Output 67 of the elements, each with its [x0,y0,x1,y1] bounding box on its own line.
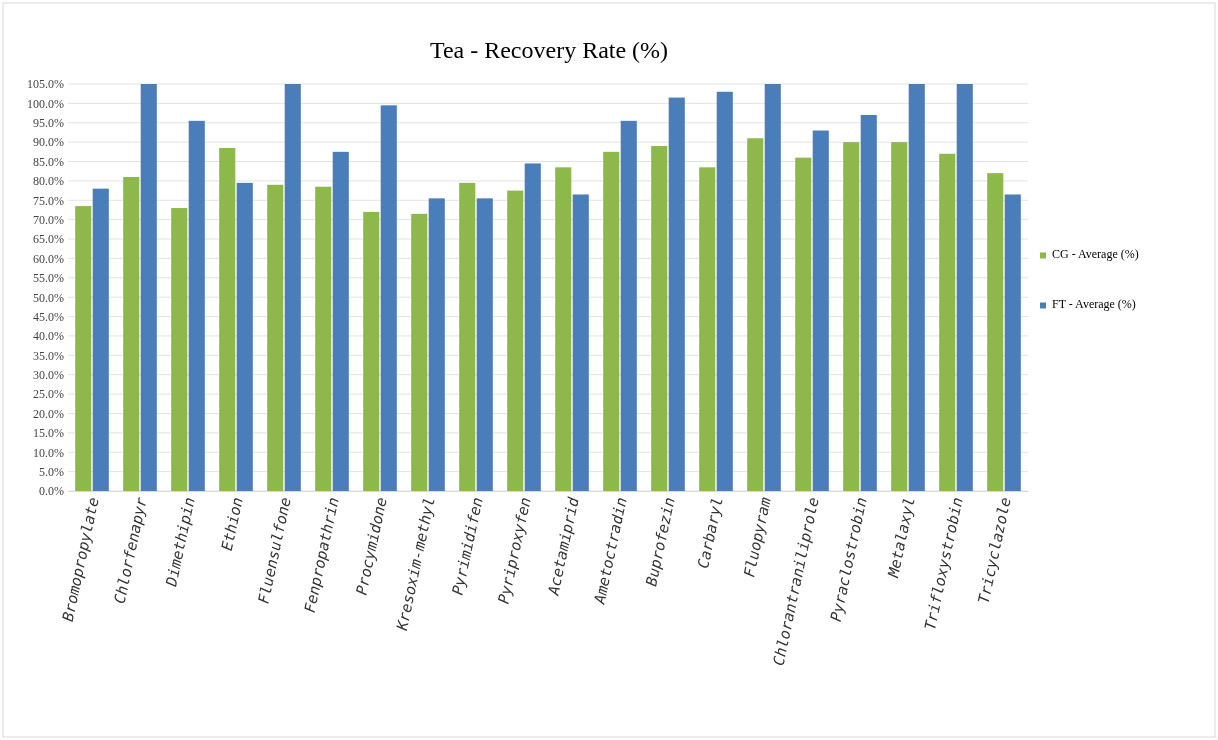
bar [939,153,956,491]
y-tick-label: 105.0% [27,77,64,92]
bar [555,167,572,491]
y-tick-label: 50.0% [33,290,64,305]
bar [411,213,428,491]
bar [363,211,380,491]
bar [603,151,620,491]
bar [716,91,733,491]
bar [843,142,860,491]
bar [284,84,301,491]
bar [140,84,157,491]
bar [524,163,541,491]
y-tick-label: 10.0% [33,445,64,460]
y-tick-label: 65.0% [33,232,64,247]
bar [668,97,685,491]
y-tick-label: 60.0% [33,251,64,266]
y-tick-label: 20.0% [33,406,64,421]
legend-label: CG - Average (%) [1052,246,1139,261]
bar [572,194,589,491]
bar [123,177,140,491]
bar [332,151,349,491]
bar [747,138,764,491]
chart-title: Tea - Recovery Rate (%) [429,37,669,63]
bar [764,84,781,491]
y-tick-label: 80.0% [33,174,64,189]
bar [812,130,829,491]
bar [476,198,493,491]
y-tick-label: 30.0% [33,368,64,383]
y-tick-label: 45.0% [33,309,64,324]
bar [219,147,236,491]
bar [315,186,332,491]
bar [860,115,877,491]
x-tick-label: Ethion [217,495,247,553]
bar [699,167,716,491]
y-tick-label: 35.0% [33,348,64,363]
x-tick-label: Carbaryl [694,495,727,571]
bar [956,84,973,491]
bar [908,84,925,491]
y-tick-label: 95.0% [33,116,64,131]
y-tick-label: 85.0% [33,154,64,169]
bar [236,182,253,491]
bar [1004,194,1021,491]
y-tick-label: 100.0% [27,96,64,111]
bar [171,208,188,491]
bar [987,173,1004,491]
bar [795,157,812,491]
y-tick-label: 40.0% [33,329,64,344]
y-tick-label: 5.0% [39,464,64,479]
bar [651,146,668,491]
bar [92,188,109,491]
bar [428,198,445,491]
bar [891,142,908,491]
y-tick-label: 90.0% [33,135,64,150]
bar [267,184,284,491]
bar [507,190,524,491]
legend-label: FT - Average (%) [1052,296,1136,311]
y-tick-label: 15.0% [33,426,64,441]
y-tick-label: 55.0% [33,271,64,286]
bar [75,206,92,491]
y-tick-label: 70.0% [33,213,64,228]
bar [620,120,637,491]
bar [380,105,397,491]
bar [188,120,205,491]
y-tick-label: 0.0% [39,484,64,499]
y-tick-label: 75.0% [33,193,64,208]
bar [459,182,476,491]
y-tick-label: 25.0% [33,387,64,402]
